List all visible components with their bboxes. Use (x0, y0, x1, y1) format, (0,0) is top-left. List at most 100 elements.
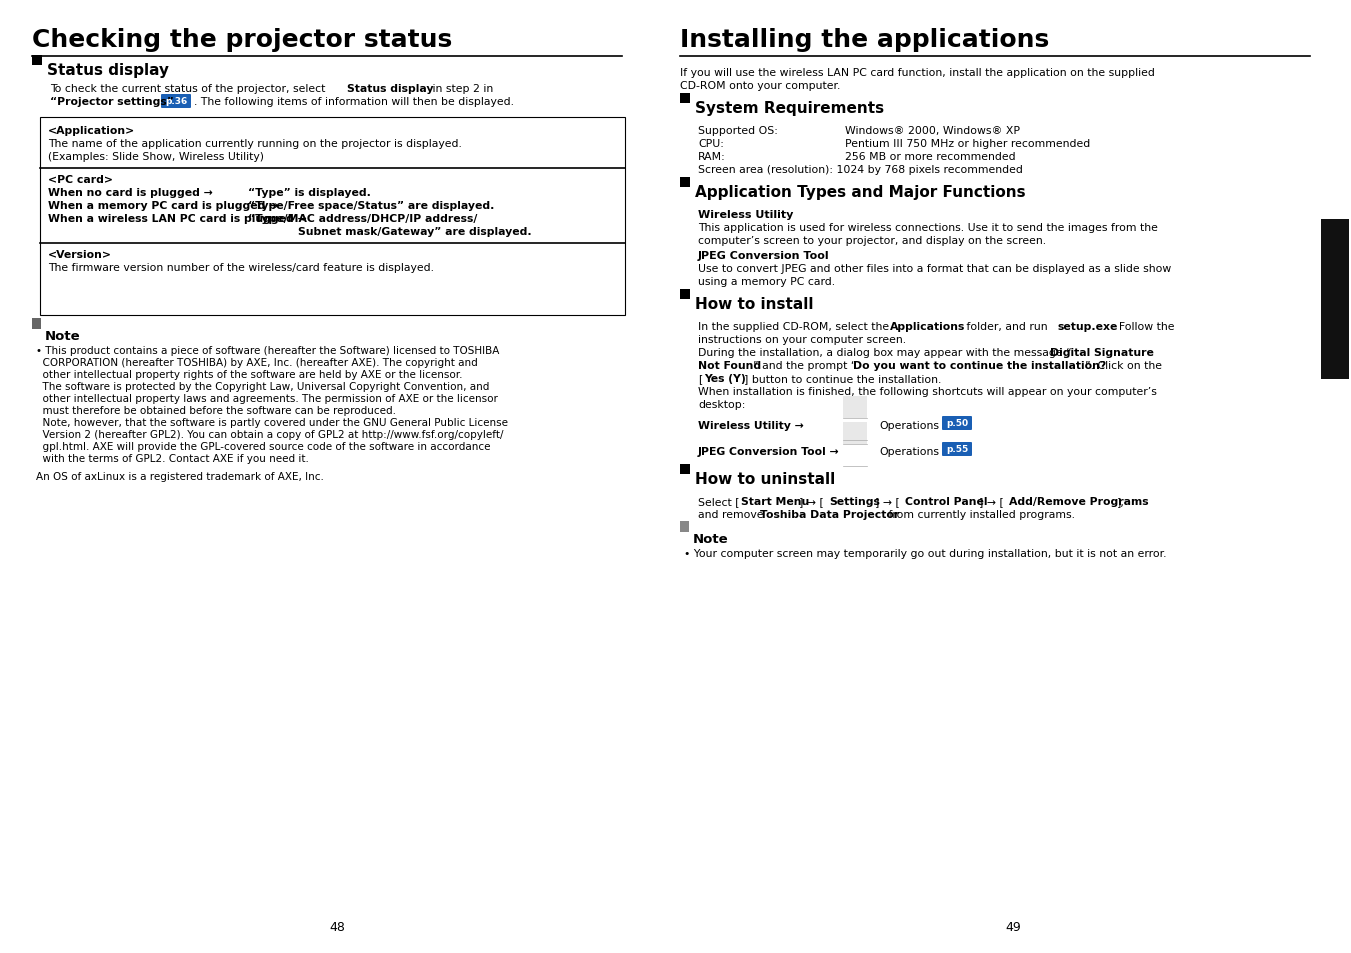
Text: . The following items of information will then be displayed.: . The following items of information wil… (195, 97, 513, 107)
Text: must therefore be obtained before the software can be reproduced.: must therefore be obtained before the so… (36, 406, 396, 416)
Text: Wireless Utility: Wireless Utility (698, 210, 793, 220)
Text: Windows® 2000, Windows® XP: Windows® 2000, Windows® XP (844, 126, 1020, 136)
Bar (41, 118, 626, 315)
Text: ] → [: ] → [ (875, 497, 900, 506)
Bar (32, 318, 41, 330)
Text: The software is protected by the Copyright Law, Universal Copyright Convention, : The software is protected by the Copyrig… (36, 381, 489, 392)
Text: other intellectual property laws and agreements. The permission of AXE or the li: other intellectual property laws and agr… (36, 394, 499, 403)
Text: Pentium III 750 MHz or higher recommended: Pentium III 750 MHz or higher recommende… (844, 139, 1090, 149)
Text: Start Menu: Start Menu (740, 497, 809, 506)
Text: using a memory PC card.: using a memory PC card. (698, 276, 835, 287)
Text: and remove: and remove (698, 510, 767, 519)
Text: ] button to continue the installation.: ] button to continue the installation. (744, 374, 942, 384)
Text: [: [ (698, 374, 703, 384)
Text: Subnet mask/Gateway” are displayed.: Subnet mask/Gateway” are displayed. (299, 227, 532, 236)
Text: Applications: Applications (890, 322, 966, 332)
Text: p.36: p.36 (165, 97, 188, 107)
FancyBboxPatch shape (161, 95, 190, 109)
Text: The firmware version number of the wireless/card feature is displayed.: The firmware version number of the wirel… (49, 263, 434, 273)
Text: other intellectual property rights of the software are held by AXE or the licens: other intellectual property rights of th… (36, 370, 462, 379)
Text: 49: 49 (1005, 920, 1021, 933)
Text: Operations: Operations (880, 420, 939, 431)
Text: CD-ROM onto your computer.: CD-ROM onto your computer. (680, 81, 840, 91)
Text: “Projector settings”: “Projector settings” (50, 97, 174, 107)
Text: setup.exe: setup.exe (1058, 322, 1119, 332)
Text: ] → [: ] → [ (979, 497, 1004, 506)
Text: “Type” is displayed.: “Type” is displayed. (249, 188, 372, 198)
Text: in step 2 in: in step 2 in (430, 84, 493, 94)
Text: Toshiba Data Projector: Toshiba Data Projector (761, 510, 900, 519)
Text: ] → [: ] → [ (798, 497, 824, 506)
Bar (680, 94, 690, 104)
Text: Control Panel: Control Panel (905, 497, 988, 506)
Text: ” and the prompt “: ” and the prompt “ (753, 360, 857, 371)
Bar (680, 521, 689, 533)
Text: RAM:: RAM: (698, 152, 725, 162)
Text: (Examples: Slide Show, Wireless Utility): (Examples: Slide Show, Wireless Utility) (49, 152, 263, 162)
Text: Note: Note (45, 330, 81, 343)
Bar (32, 56, 42, 66)
Text: When a wireless LAN PC card is plugged →: When a wireless LAN PC card is plugged → (49, 213, 307, 224)
Bar (843, 396, 867, 418)
Text: During the installation, a dialog box may appear with the message “: During the installation, a dialog box ma… (698, 348, 1071, 357)
Text: JPEG Conversion Tool →: JPEG Conversion Tool → (698, 447, 839, 456)
Text: Status display: Status display (47, 63, 169, 78)
Text: • This product contains a piece of software (hereafter the Software) licensed to: • This product contains a piece of softw… (36, 346, 500, 355)
Text: An OS of axLinux is a registered trademark of AXE, Inc.: An OS of axLinux is a registered tradema… (36, 472, 324, 481)
Text: Checking the projector status: Checking the projector status (32, 28, 453, 52)
Text: with the terms of GPL2. Contact AXE if you need it.: with the terms of GPL2. Contact AXE if y… (36, 454, 309, 463)
FancyBboxPatch shape (942, 442, 971, 456)
Text: Operations: Operations (1328, 421, 1342, 498)
Text: 256 MB or more recommended: 256 MB or more recommended (844, 152, 1016, 162)
Text: “Type/Free space/Status” are displayed.: “Type/Free space/Status” are displayed. (249, 201, 494, 211)
Text: Application Types and Major Functions: Application Types and Major Functions (694, 185, 1025, 200)
Text: Add/Remove Programs: Add/Remove Programs (1009, 497, 1148, 506)
Text: Screen area (resolution): 1024 by 768 pixels recommended: Screen area (resolution): 1024 by 768 pi… (698, 165, 1023, 174)
Text: CPU:: CPU: (698, 139, 724, 149)
Text: If you will use the wireless LAN PC card function, install the application on th: If you will use the wireless LAN PC card… (680, 68, 1155, 78)
Text: Wireless Utility →: Wireless Utility → (698, 420, 804, 431)
FancyBboxPatch shape (942, 416, 971, 431)
Text: folder, and run: folder, and run (963, 322, 1051, 332)
Text: Settings: Settings (830, 497, 880, 506)
Text: • Your computer screen may temporarily go out during installation, but it is not: • Your computer screen may temporarily g… (684, 548, 1166, 558)
Text: Operations: Operations (880, 447, 939, 456)
Text: from currently installed programs.: from currently installed programs. (885, 510, 1075, 519)
Text: The name of the application currently running on the projector is displayed.: The name of the application currently ru… (49, 139, 462, 149)
Text: Note, however, that the software is partly covered under the GNU General Public : Note, however, that the software is part… (36, 417, 508, 428)
Text: <Version>: <Version> (49, 250, 112, 260)
Bar (680, 178, 690, 188)
Text: When installation is finished, the following shortcuts will appear on your compu: When installation is finished, the follo… (698, 387, 1156, 396)
Text: CORPORATION (hereafter TOSHIBA) by AXE, Inc. (hereafter AXE). The copyright and: CORPORATION (hereafter TOSHIBA) by AXE, … (36, 357, 478, 368)
Text: JPEG Conversion Tool: JPEG Conversion Tool (698, 251, 830, 261)
Text: “Type/MAC address/DHCP/IP address/: “Type/MAC address/DHCP/IP address/ (249, 213, 477, 224)
Text: Do you want to continue the installation?: Do you want to continue the installation… (852, 360, 1106, 371)
Text: <PC card>: <PC card> (49, 174, 113, 185)
Text: When a memory PC card is plugged →: When a memory PC card is plugged → (49, 201, 278, 211)
Text: p.55: p.55 (946, 445, 969, 454)
Text: Not Found: Not Found (698, 360, 761, 371)
Text: How to uninstall: How to uninstall (694, 472, 835, 486)
Text: Status display: Status display (347, 84, 434, 94)
Text: This application is used for wireless connections. Use it to send the images fro: This application is used for wireless co… (698, 223, 1158, 233)
Text: System Requirements: System Requirements (694, 101, 884, 116)
Text: Supported OS:: Supported OS: (698, 126, 778, 136)
Bar (680, 290, 690, 299)
Text: ”. Click on the: ”. Click on the (1085, 360, 1162, 371)
Bar (843, 422, 867, 444)
Text: <Application>: <Application> (49, 126, 135, 136)
Text: desktop:: desktop: (698, 399, 746, 410)
Text: 48: 48 (330, 920, 346, 933)
Text: Select [: Select [ (698, 497, 739, 506)
Text: How to install: How to install (694, 296, 813, 312)
Text: Use to convert JPEG and other files into a format that can be displayed as a sli: Use to convert JPEG and other files into… (698, 264, 1171, 274)
Text: . Follow the: . Follow the (1112, 322, 1174, 332)
Text: Installing the applications: Installing the applications (680, 28, 1050, 52)
Text: When no card is plugged →: When no card is plugged → (49, 188, 212, 198)
Text: Version 2 (hereafter GPL2). You can obtain a copy of GPL2 at http://www.fsf.org/: Version 2 (hereafter GPL2). You can obta… (36, 430, 504, 439)
Text: ],: ], (1117, 497, 1125, 506)
Text: Digital Signature: Digital Signature (1050, 348, 1154, 357)
Text: Note: Note (693, 533, 728, 545)
Text: computer’s screen to your projector, and display on the screen.: computer’s screen to your projector, and… (698, 235, 1046, 246)
Bar (680, 464, 690, 475)
